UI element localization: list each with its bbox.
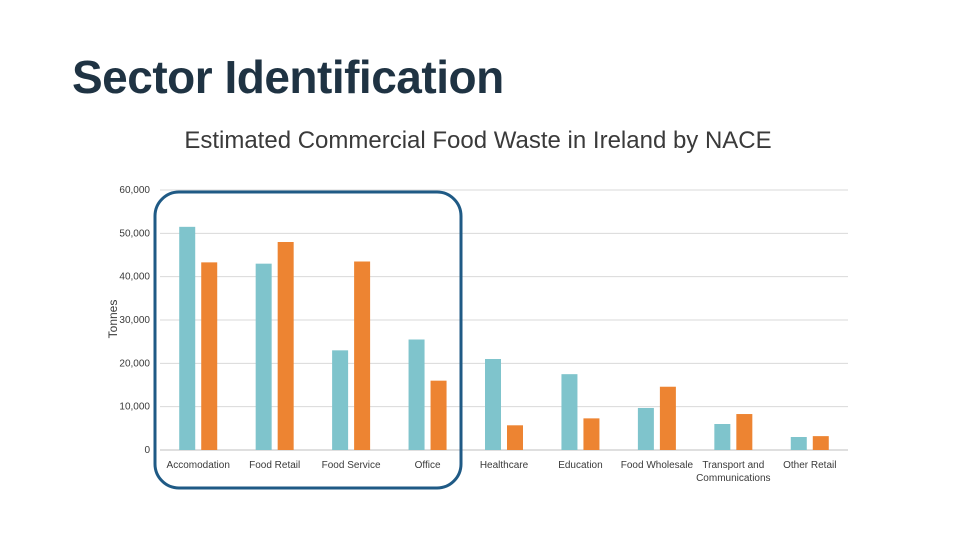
bar-series-1 xyxy=(714,424,731,450)
bar-series-2 xyxy=(736,414,753,450)
bar-series-2 xyxy=(277,242,294,450)
y-axis-title: Tonnes xyxy=(106,300,120,339)
bar-series-2 xyxy=(812,436,829,450)
x-tick-label: Other Retail xyxy=(783,460,836,471)
y-axis-ticks: 0 10,000 20,000 30,000 40,000 50,000 60,000 xyxy=(119,185,150,456)
highlight-box xyxy=(153,190,463,490)
bar-series-2 xyxy=(354,261,371,450)
bar-series-1 xyxy=(255,263,272,450)
chart-title: Estimated Commercial Food Waste in Irela… xyxy=(184,127,772,154)
y-tick-label: 0 xyxy=(144,445,150,456)
y-tick-label: 60,000 xyxy=(119,185,150,196)
bar-series-1 xyxy=(790,437,807,450)
x-tick-label: Transport and Communications xyxy=(696,460,770,484)
x-tick-label: Food Retail xyxy=(249,460,300,471)
x-tick-label: Accomodation xyxy=(167,460,230,471)
x-tick-label: Office xyxy=(415,460,441,471)
bar-series-1 xyxy=(332,350,349,450)
x-axis-categories: Accomodation Food Retail Food Service Offic… xyxy=(167,460,837,484)
bar-series-1 xyxy=(561,374,578,450)
gridlines xyxy=(160,189,848,451)
bar-series-1 xyxy=(408,339,425,450)
y-tick-label: 30,000 xyxy=(119,315,150,326)
bar-series-1 xyxy=(637,407,654,450)
y-tick-label: 50,000 xyxy=(119,228,150,239)
bar-series-1 xyxy=(179,226,196,450)
y-tick-label: 10,000 xyxy=(119,402,150,413)
x-tick-label: Healthcare xyxy=(480,460,529,471)
x-tick-label: Food Wholesale xyxy=(621,460,694,471)
bar-series-2 xyxy=(659,386,676,450)
bar-series-2 xyxy=(583,418,600,450)
bar-series-1 xyxy=(485,359,501,450)
bars xyxy=(179,226,829,450)
bar-series-2 xyxy=(430,380,447,450)
x-tick-label: Food Service xyxy=(322,460,381,471)
slide-title: Sector Identification xyxy=(72,51,504,103)
x-tick-label: Education xyxy=(558,460,602,471)
y-tick-label: 40,000 xyxy=(119,272,150,283)
bar-series-2 xyxy=(201,262,218,450)
bar-series-2 xyxy=(507,425,523,450)
y-tick-label: 20,000 xyxy=(119,358,150,369)
